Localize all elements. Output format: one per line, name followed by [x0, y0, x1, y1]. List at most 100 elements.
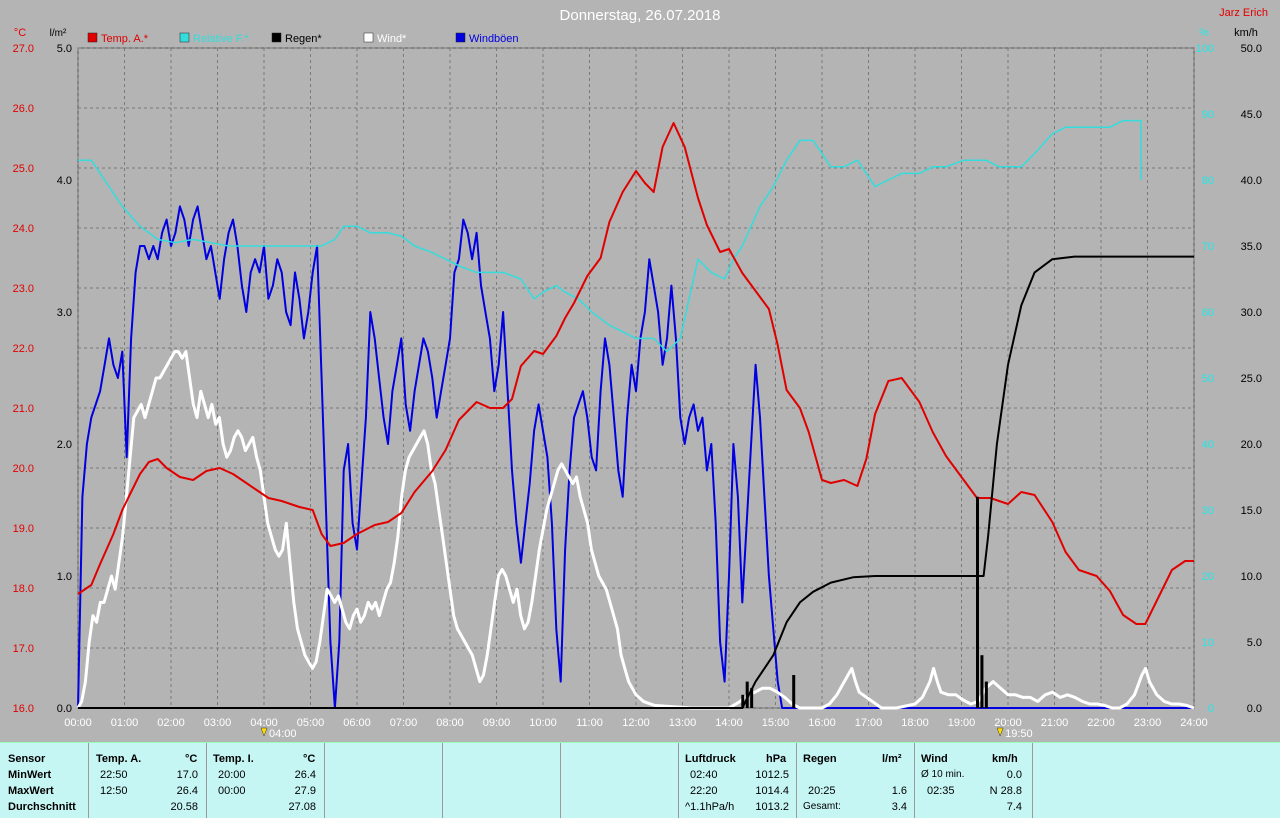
temp-tick-label: 25.0: [13, 163, 34, 175]
chart-author: Jarz Erich: [1219, 7, 1268, 19]
wind-axis-unit: km/h: [1234, 27, 1258, 39]
rain-bar: [750, 688, 754, 708]
wind-tick-label: 50.0: [1241, 43, 1262, 55]
pressure-header: Luftdruck: [685, 753, 736, 765]
x-tick-label: 06:00: [343, 717, 371, 729]
x-tick-label: 17:00: [855, 717, 883, 729]
series-pressure: [78, 119, 1142, 353]
pressure-tick-label: 40: [1202, 439, 1214, 451]
legend-swatch-temp: [87, 32, 98, 43]
legend-label-wind: Wind*: [377, 33, 407, 45]
wind-avg-value: 7.4: [1006, 801, 1022, 813]
x-tick-label: 10:00: [529, 717, 557, 729]
temp-axis-unit: °C: [14, 27, 26, 39]
legend-label-rain: Regen*: [285, 33, 322, 45]
series-rain: [78, 255, 1194, 709]
rain-tick-label: 0.0: [57, 703, 72, 715]
wind-tick-label: 30.0: [1241, 307, 1262, 319]
pressure-tick-label: 90: [1202, 109, 1214, 121]
pressure-max-value: 1014.4: [755, 785, 789, 797]
x-tick-label: 23:00: [1134, 717, 1162, 729]
stats-table: Sensor MinWert MaxWert Durchschnitt Temp…: [0, 742, 1280, 818]
wind-max-value: N 28.8: [989, 785, 1022, 797]
x-tick-label: 01:00: [111, 717, 139, 729]
wind-min-value: 0.0: [1006, 769, 1022, 781]
wind-tick-label: 0.0: [1247, 703, 1262, 715]
chart-title: Donnerstag, 26.07.2018: [560, 7, 721, 24]
rain-bar: [741, 694, 745, 708]
table-divider: [1032, 743, 1033, 818]
x-tick-label: 13:00: [669, 717, 697, 729]
row-label-avg: Durchschnitt: [8, 801, 76, 813]
rain-bar: [792, 675, 796, 708]
legend-swatch-wind: [363, 32, 374, 43]
rain-tick-label: 1.0: [57, 571, 72, 583]
rain-tick-label: 3.0: [57, 307, 72, 319]
temp-a-max-value: 26.4: [176, 785, 198, 797]
temp-tick-label: 24.0: [13, 223, 34, 235]
table-divider: [914, 743, 915, 818]
rain-total-label: Gesamt:: [803, 801, 841, 812]
wind-avg-label: Ø 10 min.: [921, 769, 965, 780]
table-divider: [796, 743, 797, 818]
x-tick-label: 22:00: [1087, 717, 1115, 729]
legend-label-gusts: Windböen: [469, 33, 519, 45]
rain-header: Regen: [803, 753, 837, 765]
wind-tick-label: 25.0: [1241, 373, 1262, 385]
temp-a-max-time: 12:50: [100, 785, 128, 797]
marker-arrow-icon: [260, 727, 268, 737]
pressure-tick-label: 10: [1202, 637, 1214, 649]
x-tick-label: 24:00: [1180, 717, 1208, 729]
row-label-min: MinWert: [8, 769, 52, 781]
wind-header: Wind: [921, 753, 948, 765]
temp-i-unit: °C: [303, 753, 316, 765]
pressure-tick-label: 60: [1202, 307, 1214, 319]
x-tick-label: 00:00: [64, 717, 92, 729]
temp-i-min-time: 20:00: [218, 769, 246, 781]
rain-tick-label: 2.0: [57, 439, 72, 451]
temp-tick-label: 23.0: [13, 283, 34, 295]
wind-tick-label: 10.0: [1241, 571, 1262, 583]
weather-chart: 00:00 01:00 02:00 03:00 04:00 05:00 06:00 07:00…: [0, 0, 1280, 742]
x-tick-label: 08:00: [436, 717, 464, 729]
x-tick-label: 11:00: [576, 717, 603, 729]
table-divider: [560, 743, 561, 818]
pressure-min-time: 02:40: [690, 769, 718, 781]
legend-swatch-rain: [271, 32, 282, 43]
chart-svg: 00:00 01:00 02:00 03:00 04:00 05:00 06:00 07:00…: [0, 0, 1280, 742]
x-tick-label: 04:00: [250, 717, 278, 729]
table-divider: [442, 743, 443, 818]
rain-bar: [745, 681, 749, 708]
x-tick-label: 03:00: [204, 717, 232, 729]
rain-tick-label: 4.0: [57, 175, 72, 187]
temp-tick-label: 21.0: [13, 403, 34, 415]
temp-tick-label: 18.0: [13, 583, 34, 595]
temp-tick-label: 19.0: [13, 523, 34, 535]
temp-tick-label: 26.0: [13, 103, 34, 115]
temp-a-min-value: 17.0: [176, 769, 198, 781]
x-tick-label: 02:00: [157, 717, 185, 729]
pressure-avg-value: 1013.2: [755, 801, 789, 813]
rain-tick-label: 5.0: [57, 43, 72, 55]
temp-tick-label: 20.0: [13, 463, 34, 475]
legend-swatch-gusts: [455, 32, 466, 43]
rain-bar: [984, 681, 988, 708]
rain-axis-unit: l/m²: [50, 28, 67, 39]
row-label-max: MaxWert: [8, 785, 54, 797]
wind-tick-label: 35.0: [1241, 241, 1262, 253]
temp-a-avg-value: 20.58: [170, 801, 198, 813]
rain-max-value: 1.6: [891, 785, 907, 797]
temp-tick-label: 16.0: [13, 703, 34, 715]
temp-i-avg-value: 27.08: [288, 801, 316, 813]
row-label-sensor: Sensor: [8, 753, 46, 765]
wind-tick-label: 20.0: [1241, 439, 1262, 451]
x-tick-label: 21:00: [1041, 717, 1069, 729]
pressure-tick-label: 70: [1202, 241, 1214, 253]
wind-tick-label: 5.0: [1247, 637, 1262, 649]
temp-i-max-time: 00:00: [218, 785, 246, 797]
x-tick-label: 20:00: [994, 717, 1022, 729]
temp-tick-label: 17.0: [13, 643, 34, 655]
pressure-axis-unit: %: [1199, 27, 1209, 39]
wind-tick-label: 45.0: [1241, 109, 1262, 121]
x-tick-label: 14:00: [715, 717, 743, 729]
